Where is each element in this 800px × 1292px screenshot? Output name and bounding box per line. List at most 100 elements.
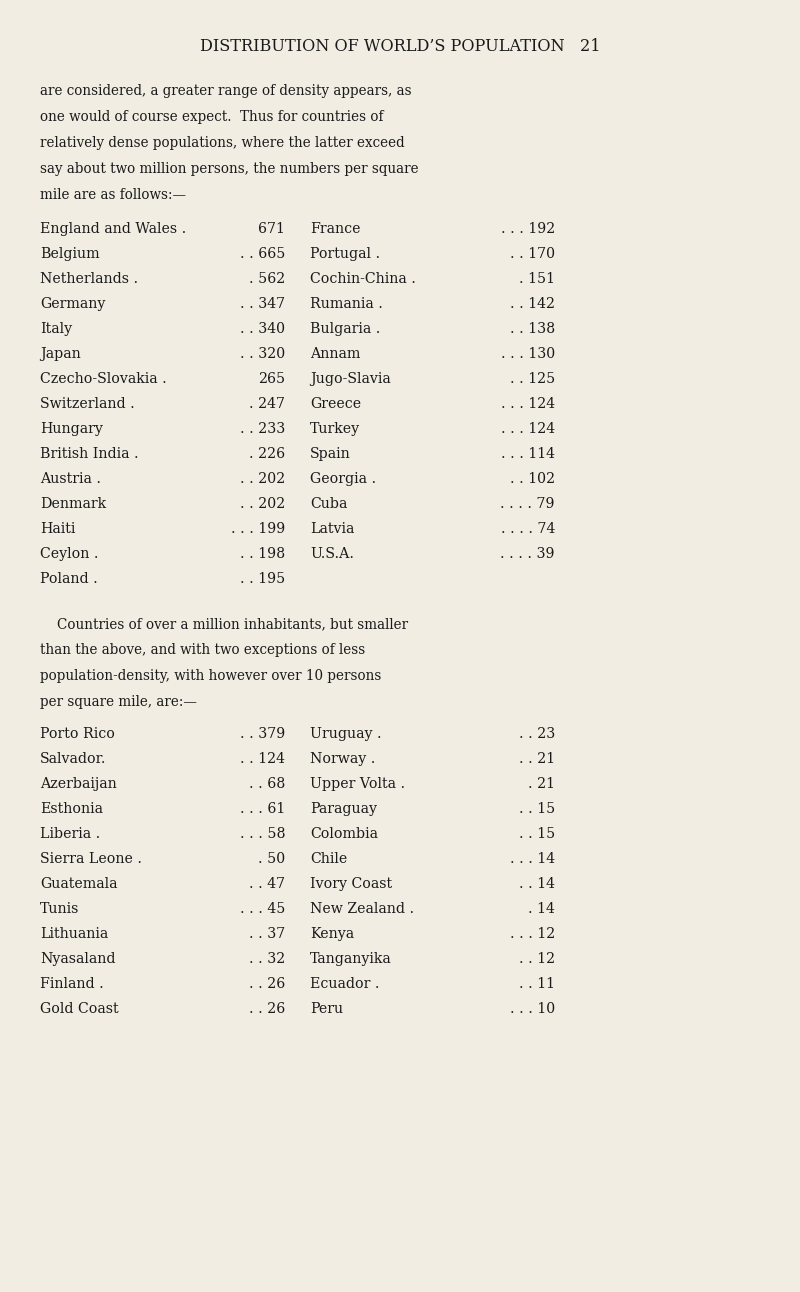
Text: Latvia: Latvia xyxy=(310,522,354,536)
Text: . . 340: . . 340 xyxy=(240,322,285,336)
Text: Porto Rico: Porto Rico xyxy=(40,727,115,742)
Text: . . 347: . . 347 xyxy=(240,297,285,311)
Text: Kenya: Kenya xyxy=(310,926,354,941)
Text: . . . . 79: . . . . 79 xyxy=(501,497,555,512)
Text: one would of course expect.  Thus for countries of: one would of course expect. Thus for cou… xyxy=(40,110,383,124)
Text: France: France xyxy=(310,222,361,236)
Text: say about two million persons, the numbers per square: say about two million persons, the numbe… xyxy=(40,162,418,176)
Text: . . 12: . . 12 xyxy=(519,952,555,966)
Text: Poland .: Poland . xyxy=(40,572,98,587)
Text: . . . 10: . . . 10 xyxy=(510,1003,555,1016)
Text: Lithuania: Lithuania xyxy=(40,926,108,941)
Text: . . 202: . . 202 xyxy=(240,497,285,512)
Text: Spain: Spain xyxy=(310,447,350,461)
Text: Germany: Germany xyxy=(40,297,106,311)
Text: Azerbaijan: Azerbaijan xyxy=(40,776,117,791)
Text: . . 68: . . 68 xyxy=(249,776,285,791)
Text: Belgium: Belgium xyxy=(40,247,100,261)
Text: . . . 199: . . . 199 xyxy=(230,522,285,536)
Text: Jugo-Slavia: Jugo-Slavia xyxy=(310,372,390,386)
Text: Liberia .: Liberia . xyxy=(40,827,100,841)
Text: . . 32: . . 32 xyxy=(249,952,285,966)
Text: Peru: Peru xyxy=(310,1003,343,1016)
Text: . . 170: . . 170 xyxy=(510,247,555,261)
Text: Hungary: Hungary xyxy=(40,422,103,435)
Text: British India .: British India . xyxy=(40,447,138,461)
Text: Switzerland .: Switzerland . xyxy=(40,397,134,411)
Text: Norway .: Norway . xyxy=(310,752,375,766)
Text: U.S.A.: U.S.A. xyxy=(310,547,354,561)
Text: Gold Coast: Gold Coast xyxy=(40,1003,118,1016)
Text: . . 26: . . 26 xyxy=(249,977,285,991)
Text: mile are as follows:—: mile are as follows:— xyxy=(40,189,186,202)
Text: Uruguay .: Uruguay . xyxy=(310,727,382,742)
Text: Haiti: Haiti xyxy=(40,522,75,536)
Text: Tunis: Tunis xyxy=(40,902,79,916)
Text: Ivory Coast: Ivory Coast xyxy=(310,877,392,891)
Text: . . . 12: . . . 12 xyxy=(510,926,555,941)
Text: New Zealand .: New Zealand . xyxy=(310,902,414,916)
Text: . . . 58: . . . 58 xyxy=(239,827,285,841)
Text: Finland .: Finland . xyxy=(40,977,104,991)
Text: Guatemala: Guatemala xyxy=(40,877,118,891)
Text: . . 379: . . 379 xyxy=(240,727,285,742)
Text: . . . . 74: . . . . 74 xyxy=(501,522,555,536)
Text: . 562: . 562 xyxy=(249,273,285,286)
Text: . . 125: . . 125 xyxy=(510,372,555,386)
Text: Salvador.: Salvador. xyxy=(40,752,106,766)
Text: . . . 192: . . . 192 xyxy=(501,222,555,236)
Text: Esthonia: Esthonia xyxy=(40,802,103,817)
Text: . . . 124: . . . 124 xyxy=(501,397,555,411)
Text: Turkey: Turkey xyxy=(310,422,360,435)
Text: . 226: . 226 xyxy=(249,447,285,461)
Text: Upper Volta .: Upper Volta . xyxy=(310,776,405,791)
Text: relatively dense populations, where the latter exceed: relatively dense populations, where the … xyxy=(40,136,405,150)
Text: . . . 114: . . . 114 xyxy=(501,447,555,461)
Text: Annam: Annam xyxy=(310,348,360,360)
Text: . 247: . 247 xyxy=(249,397,285,411)
Text: Cochin-China .: Cochin-China . xyxy=(310,273,416,286)
Text: Ecuador .: Ecuador . xyxy=(310,977,379,991)
Text: . . 138: . . 138 xyxy=(510,322,555,336)
Text: . . . 130: . . . 130 xyxy=(501,348,555,360)
Text: Japan: Japan xyxy=(40,348,81,360)
Text: 671: 671 xyxy=(258,222,285,236)
Text: Portugal .: Portugal . xyxy=(310,247,380,261)
Text: . . . 124: . . . 124 xyxy=(501,422,555,435)
Text: . . 665: . . 665 xyxy=(240,247,285,261)
Text: . . 14: . . 14 xyxy=(519,877,555,891)
Text: . . 23: . . 23 xyxy=(518,727,555,742)
Text: Nyasaland: Nyasaland xyxy=(40,952,115,966)
Text: England and Wales .: England and Wales . xyxy=(40,222,186,236)
Text: . 151: . 151 xyxy=(519,273,555,286)
Text: Czecho-Slovakia .: Czecho-Slovakia . xyxy=(40,372,166,386)
Text: Sierra Leone .: Sierra Leone . xyxy=(40,851,142,866)
Text: Cuba: Cuba xyxy=(310,497,347,512)
Text: Paraguay: Paraguay xyxy=(310,802,377,817)
Text: Bulgaria .: Bulgaria . xyxy=(310,322,380,336)
Text: . 21: . 21 xyxy=(528,776,555,791)
Text: Denmark: Denmark xyxy=(40,497,106,512)
Text: Austria .: Austria . xyxy=(40,472,101,486)
Text: Rumania .: Rumania . xyxy=(310,297,383,311)
Text: . . 15: . . 15 xyxy=(518,827,555,841)
Text: . . 233: . . 233 xyxy=(240,422,285,435)
Text: . . 11: . . 11 xyxy=(519,977,555,991)
Text: Countries of over a million inhabitants, but smaller: Countries of over a million inhabitants,… xyxy=(40,618,408,630)
Text: Tanganyika: Tanganyika xyxy=(310,952,392,966)
Text: . . 21: . . 21 xyxy=(519,752,555,766)
Text: . . 15: . . 15 xyxy=(518,802,555,817)
Text: . . 195: . . 195 xyxy=(240,572,285,587)
Text: are considered, a greater range of density appears, as: are considered, a greater range of densi… xyxy=(40,84,412,98)
Text: . . 142: . . 142 xyxy=(510,297,555,311)
Text: Georgia .: Georgia . xyxy=(310,472,376,486)
Text: 265: 265 xyxy=(258,372,285,386)
Text: . 14: . 14 xyxy=(528,902,555,916)
Text: than the above, and with two exceptions of less: than the above, and with two exceptions … xyxy=(40,643,366,658)
Text: Chile: Chile xyxy=(310,851,347,866)
Text: . . 47: . . 47 xyxy=(249,877,285,891)
Text: . . 26: . . 26 xyxy=(249,1003,285,1016)
Text: Colombia: Colombia xyxy=(310,827,378,841)
Text: . . . 14: . . . 14 xyxy=(510,851,555,866)
Text: Italy: Italy xyxy=(40,322,72,336)
